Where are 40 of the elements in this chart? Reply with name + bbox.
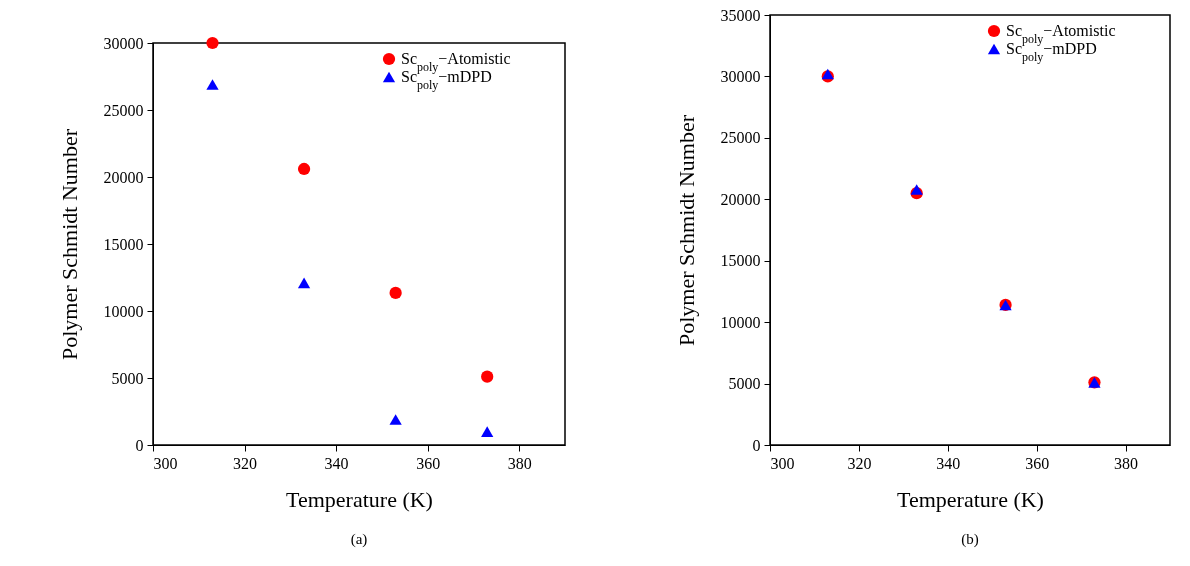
point bbox=[206, 79, 219, 90]
x-axis-title: Temperature (K) bbox=[897, 486, 1044, 512]
text: (a) bbox=[350, 531, 368, 548]
text: (b) bbox=[961, 531, 979, 548]
point bbox=[481, 426, 494, 437]
point bbox=[297, 277, 311, 289]
y-tick-label: 10000 bbox=[103, 302, 144, 320]
y-tick-label: 0 bbox=[135, 436, 144, 454]
point bbox=[389, 414, 402, 425]
y-tick-label: 25000 bbox=[720, 129, 761, 147]
x-tick-label: 360 bbox=[416, 454, 441, 472]
y-tick-label: 15000 bbox=[103, 235, 144, 253]
x-tick-label: 300 bbox=[770, 454, 795, 472]
y-tick-label: 30000 bbox=[720, 67, 761, 85]
x-tick-label: 320 bbox=[233, 454, 258, 472]
x-tick-label: 300 bbox=[153, 454, 178, 472]
y-tick-label: 5000 bbox=[728, 375, 761, 393]
y-tick-label: 20000 bbox=[103, 168, 144, 186]
y-tick-label: 25000 bbox=[103, 101, 144, 119]
x-tick-label: 380 bbox=[507, 454, 532, 472]
y-axis-title: Polymer Schmidt Number bbox=[56, 128, 82, 360]
x-tick-label: 340 bbox=[936, 454, 961, 472]
point bbox=[910, 184, 923, 195]
x-tick-label: 360 bbox=[1025, 454, 1050, 472]
y-tick-label: 35000 bbox=[720, 6, 761, 24]
point bbox=[481, 370, 494, 383]
x-tick-label: 320 bbox=[847, 454, 872, 472]
y-tick-label: 5000 bbox=[111, 369, 144, 387]
y-tick-label: 15000 bbox=[720, 252, 761, 270]
x-axis-title: Temperature (K) bbox=[286, 486, 433, 512]
y-tick-label: 20000 bbox=[720, 190, 761, 208]
x-tick-label: 340 bbox=[324, 454, 349, 472]
point bbox=[297, 162, 311, 176]
y-tick-label: 0 bbox=[752, 436, 761, 454]
x-tick-label: 380 bbox=[1114, 454, 1139, 472]
y-tick-label: 30000 bbox=[103, 34, 144, 52]
y-tick-label: 10000 bbox=[720, 313, 761, 331]
y-axis-title: Polymer Schmidt Number bbox=[673, 114, 699, 346]
point bbox=[389, 286, 402, 300]
point bbox=[206, 36, 219, 50]
